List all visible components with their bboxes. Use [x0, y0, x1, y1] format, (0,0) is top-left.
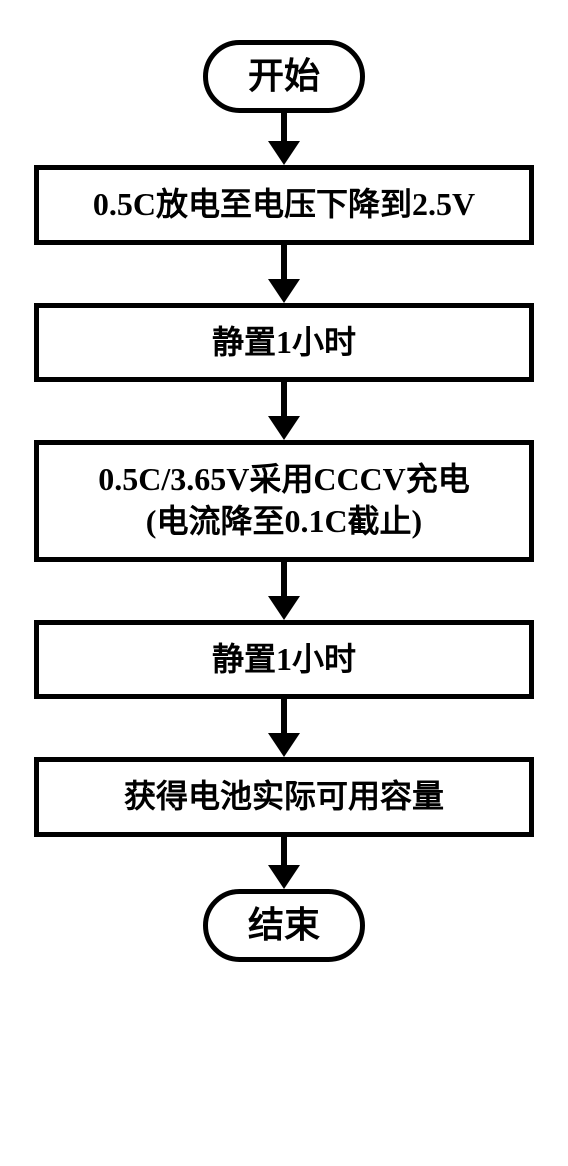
terminator-end: 结束 [203, 889, 365, 962]
arrow-line [281, 113, 287, 141]
arrow-line [281, 245, 287, 279]
arrow-4 [268, 562, 300, 620]
process-rest-2: 静置1小时 [34, 620, 534, 700]
arrow-head-icon [268, 733, 300, 757]
arrow-1 [268, 113, 300, 165]
process-charge: 0.5C/3.65V采用CCCV充电 (电流降至0.1C截止) [34, 440, 534, 561]
arrow-head-icon [268, 865, 300, 889]
process-charge-line1: 0.5C/3.65V采用CCCV充电 [51, 459, 517, 501]
process-discharge: 0.5C放电至电压下降到2.5V [34, 165, 534, 245]
arrow-line [281, 562, 287, 596]
arrow-head-icon [268, 596, 300, 620]
arrow-line [281, 382, 287, 416]
arrow-6 [268, 837, 300, 889]
arrow-line [281, 837, 287, 865]
arrow-head-icon [268, 279, 300, 303]
arrow-line [281, 699, 287, 733]
arrow-3 [268, 382, 300, 440]
process-capacity: 获得电池实际可用容量 [34, 757, 534, 837]
terminator-start: 开始 [203, 40, 365, 113]
process-rest-1: 静置1小时 [34, 303, 534, 383]
arrow-2 [268, 245, 300, 303]
arrow-head-icon [268, 141, 300, 165]
flowchart-container: 开始 0.5C放电至电压下降到2.5V 静置1小时 0.5C/3.65V采用CC… [0, 0, 568, 1166]
arrow-head-icon [268, 416, 300, 440]
process-charge-line2: (电流降至0.1C截止) [51, 501, 517, 543]
arrow-5 [268, 699, 300, 757]
